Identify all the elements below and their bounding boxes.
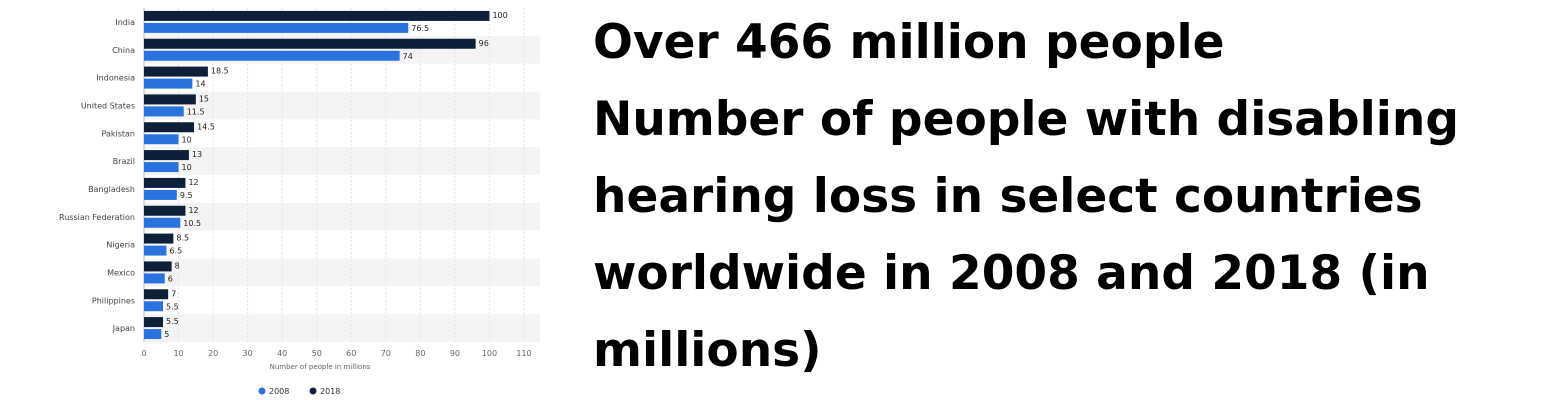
value-label-2008: 10 (182, 163, 192, 172)
bar-2008 (144, 106, 184, 117)
category-label: Pakistan (102, 129, 136, 138)
x-tick-label: 60 (346, 349, 356, 358)
category-label: India (115, 18, 135, 27)
bar-2008 (144, 245, 167, 256)
value-label-2008: 76.5 (411, 24, 429, 33)
x-tick-label: 40 (277, 349, 287, 358)
row-band (144, 147, 540, 175)
category-label: United States (81, 101, 135, 110)
bar-2018 (144, 233, 174, 244)
x-tick-label: 30 (243, 349, 253, 358)
x-axis-title: Number of people in millions (270, 363, 371, 371)
category-label: Indonesia (96, 74, 135, 83)
row-band (144, 258, 540, 287)
value-label-2008: 10 (182, 135, 192, 144)
bar-2008 (144, 217, 181, 228)
value-label-2018: 8 (175, 261, 180, 270)
value-label-2008: 5.5 (166, 302, 179, 311)
value-label-2018: 13 (192, 150, 202, 159)
bar-2018 (144, 122, 195, 133)
x-tick-label: 90 (450, 349, 460, 358)
x-tick-label: 80 (415, 349, 425, 358)
bar-2008 (144, 162, 179, 173)
value-label-2008: 74 (403, 52, 413, 61)
bar-2018 (144, 177, 186, 188)
bar-2018 (144, 317, 163, 328)
legend-swatch (309, 387, 317, 395)
headline-line-2: Number of people with disabling (593, 92, 1459, 147)
bar-2018 (144, 289, 169, 300)
bar-chart: India 100 76.5 China 96 74 Indonesia 18.5 14 Unit… (0, 0, 560, 400)
bar-2018 (144, 38, 476, 49)
value-label-2008: 5 (164, 330, 169, 339)
bar-2008 (144, 134, 179, 145)
x-tick-label: 10 (173, 349, 183, 358)
bar-2018 (144, 10, 490, 21)
value-label-2018: 14.5 (197, 122, 215, 131)
x-tick-label: 70 (381, 349, 391, 358)
value-label-2018: 5.5 (166, 317, 179, 326)
bar-2008 (144, 301, 163, 312)
bar-2008 (144, 22, 409, 33)
bar-2008 (144, 50, 400, 61)
x-tick-label: 110 (516, 349, 531, 358)
row-band (144, 202, 540, 231)
category-label: Russian Federation (59, 213, 135, 222)
headline-line-3: hearing loss in select countries (593, 169, 1423, 224)
bar-2008 (144, 273, 165, 284)
x-tick-label: 20 (208, 349, 218, 358)
category-label: China (112, 46, 135, 55)
value-label-2018: 12 (188, 178, 198, 187)
bar-2008 (144, 189, 177, 200)
headline-line-5: millions) (593, 323, 822, 378)
category-label: Japan (112, 324, 135, 333)
value-label-2008: 11.5 (187, 107, 205, 116)
value-label-2008: 14 (195, 80, 205, 89)
bar-2018 (144, 205, 186, 216)
value-label-2018: 8.5 (176, 234, 189, 243)
legend-label: 2008 (269, 387, 289, 396)
row-band (144, 91, 540, 120)
category-label: Philippines (92, 296, 135, 305)
legend-swatch (258, 387, 266, 395)
legend-label: 2018 (320, 387, 340, 396)
value-label-2008: 6.5 (169, 247, 182, 256)
x-tick-label: 50 (312, 349, 322, 358)
chart-svg: India10076.5China9674Indonesia18.514Unit… (59, 8, 540, 396)
x-tick-label: 0 (141, 349, 146, 358)
bar-2018 (144, 94, 196, 105)
value-label-2018: 96 (479, 39, 489, 48)
bar-2018 (144, 66, 208, 77)
bar-2008 (144, 329, 162, 340)
value-label-2008: 10.5 (183, 219, 201, 228)
bar-2018 (144, 261, 172, 272)
category-label: Mexico (107, 268, 135, 277)
row-band (144, 314, 540, 342)
category-label: Brazil (113, 157, 135, 166)
value-label-2018: 100 (492, 11, 507, 20)
category-label: Nigeria (106, 241, 135, 250)
headline-line-1: Over 466 million people (593, 15, 1225, 70)
x-tick-label: 100 (482, 349, 497, 358)
value-label-2018: 7 (171, 289, 176, 298)
value-label-2008: 9.5 (180, 191, 193, 200)
headline: Over 466 million people Number of people… (593, 4, 1533, 389)
value-label-2018: 18.5 (211, 67, 229, 76)
value-label-2008: 6 (168, 274, 173, 283)
bar-2008 (144, 78, 193, 89)
value-label-2018: 15 (199, 94, 209, 103)
headline-line-4: worldwide in 2008 and 2018 (in (593, 246, 1430, 301)
bar-2018 (144, 150, 189, 161)
category-label: Bangladesh (88, 185, 135, 194)
value-label-2018: 12 (188, 206, 198, 215)
